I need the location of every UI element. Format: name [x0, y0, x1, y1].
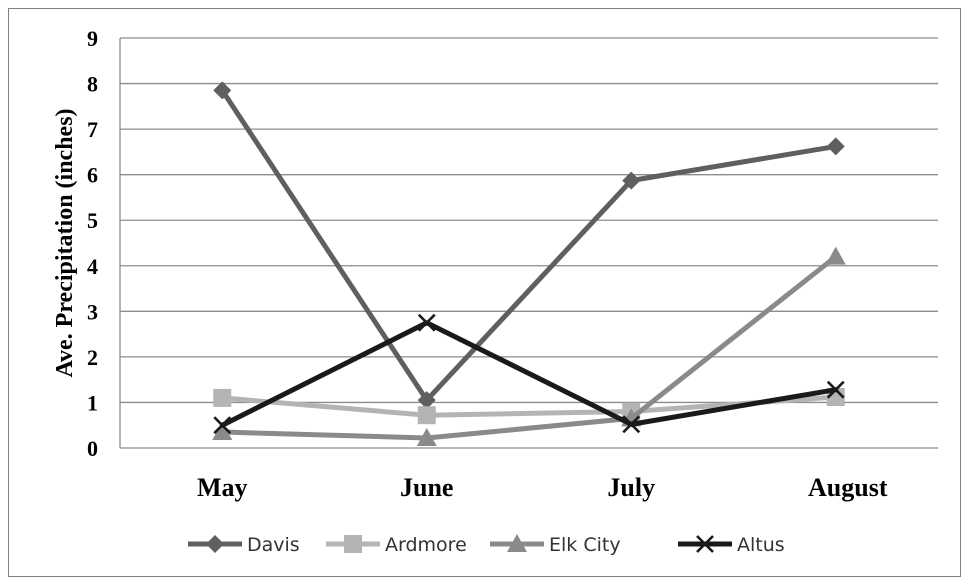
y-tick-label: 0: [87, 436, 98, 461]
x-tick-label: June: [400, 473, 453, 502]
legend-item-elk-city: Elk City: [490, 534, 621, 556]
data-point-altus: [213, 416, 232, 435]
legend-marker-ardmore: [344, 535, 362, 553]
y-tick-label: 6: [87, 163, 98, 188]
data-point-davis: [622, 171, 641, 190]
x-tick-label: July: [607, 473, 655, 502]
data-point-altus: [826, 380, 845, 399]
y-axis-label: Ave. Precipitation (inches): [52, 108, 78, 377]
legend-marker-elk-city: [507, 534, 527, 552]
legend-marker-altus: [696, 535, 714, 553]
y-tick-label: 9: [87, 26, 98, 51]
series-line-altus: [219, 320, 839, 428]
legend-label: Altus: [737, 534, 785, 556]
legend-item-davis: Davis: [188, 534, 300, 556]
y-tick-label: 1: [87, 390, 98, 415]
legend-item-altus: Altus: [678, 534, 785, 556]
legend-label: Ardmore: [385, 534, 467, 556]
data-point-elk-city: [212, 422, 233, 441]
x-tick-label: May: [197, 473, 248, 502]
data-point-elk-city: [416, 427, 437, 446]
legend: Davis Ardmore Elk City Altus: [188, 534, 785, 556]
series-line-elk-city: [219, 254, 839, 441]
y-tick-label: 7: [87, 117, 98, 142]
series-line-davis: [219, 87, 839, 403]
gridlines: [119, 37, 938, 449]
data-point-ardmore: [417, 406, 436, 425]
data-point-altus: [622, 415, 641, 434]
series-line-ardmore: [219, 394, 839, 418]
data-point-davis: [826, 137, 845, 156]
series-davis: [213, 81, 845, 410]
data-point-altus: [417, 313, 436, 332]
series-elk-city: [212, 246, 846, 446]
y-tick-label: 5: [87, 208, 98, 233]
data-point-elk-city: [825, 246, 846, 265]
legend-label: Davis: [247, 534, 300, 556]
data-point-davis: [417, 391, 436, 410]
y-tick-label: 4: [87, 254, 98, 279]
series-lines: [212, 81, 846, 446]
series-altus: [213, 313, 845, 435]
y-tick-label: 8: [87, 72, 98, 97]
legend-marker-davis: [206, 535, 224, 553]
legend-item-ardmore: Ardmore: [326, 534, 467, 556]
y-axis-ticks: 0 1 2 3 4 5 6 7 8 9: [87, 26, 98, 461]
data-point-ardmore: [213, 388, 232, 407]
x-axis-ticks: May June July August: [197, 473, 888, 502]
chart-frame: [8, 8, 961, 577]
data-point-davis: [213, 81, 232, 100]
y-tick-label: 3: [87, 299, 98, 324]
y-tick-label: 2: [87, 345, 98, 370]
legend-label: Elk City: [549, 534, 621, 556]
x-tick-label: August: [808, 473, 888, 502]
